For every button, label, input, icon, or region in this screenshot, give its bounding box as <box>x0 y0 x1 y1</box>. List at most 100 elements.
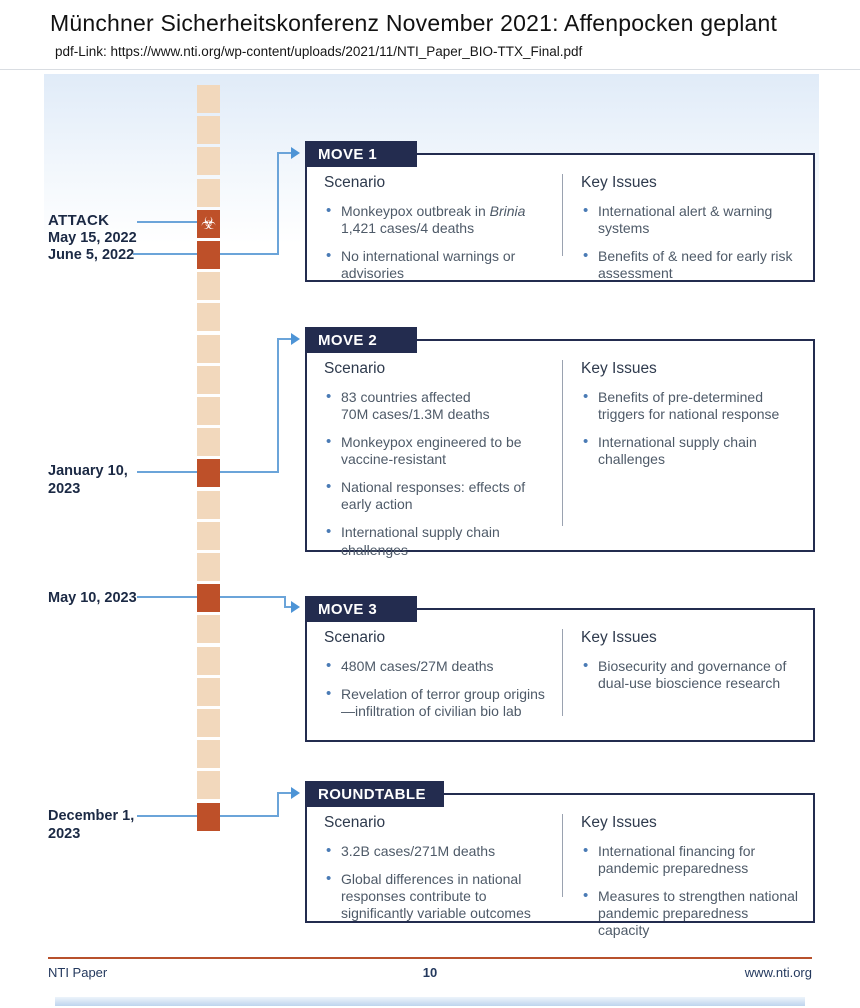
timeline-square <box>197 490 220 519</box>
bullet-item: Revelation of terror group origins—infil… <box>324 685 550 720</box>
connector-roundtable-h2 <box>277 792 292 794</box>
timeline-square <box>197 272 220 301</box>
connector-may10-left <box>137 596 197 598</box>
arrow-move2-icon <box>291 333 300 345</box>
pdf-link[interactable]: pdf-Link: https://www.nti.org/wp-content… <box>55 44 583 59</box>
timeline-square <box>197 615 220 644</box>
timeline-square-highlight <box>197 459 220 488</box>
timeline-square <box>197 740 220 769</box>
move-2-scenario-heading: Scenario <box>324 360 386 377</box>
timeline-square <box>197 178 220 207</box>
timeline-square <box>197 365 220 394</box>
roundtable-key-issues-list: International financing for pandemic pre… <box>581 842 801 939</box>
biohazard-icon: ☣ <box>200 214 217 234</box>
timeline-square-highlight <box>197 241 220 269</box>
timeline-square <box>197 334 220 363</box>
bottom-gradient-bar <box>55 997 805 1006</box>
move-2-box: MOVE 2 Scenario 83 countries affected70M… <box>305 327 815 558</box>
roundtable-scenario-list: 3.2B cases/271M deaths Global differences… <box>324 842 550 922</box>
connector-move2-h2 <box>277 338 292 340</box>
connector-roundtable-v <box>277 792 279 817</box>
footer-paper-name: NTI Paper <box>48 965 108 980</box>
timeline-square-highlight <box>197 802 220 831</box>
move-2-key-issues-heading: Key Issues <box>581 360 657 377</box>
connector-move1-v <box>277 152 279 255</box>
roundtable-box: ROUNDTABLE Scenario 3.2B cases/271M deat… <box>305 781 815 938</box>
footer-page-number: 10 <box>422 965 438 980</box>
column-divider <box>562 174 563 256</box>
move-3-scenario-list: 480M cases/27M deaths Revelation of terro… <box>324 657 550 720</box>
connector-move1-h1 <box>220 253 279 255</box>
arrow-move1-icon <box>291 147 300 159</box>
timeline-square <box>197 85 220 113</box>
attack-heading: ATTACK <box>48 211 110 229</box>
column-divider <box>562 814 563 897</box>
move-1-box: MOVE 1 Scenario Monkeypox outbreak in Br… <box>305 141 815 282</box>
arrow-roundtable-icon <box>291 787 300 799</box>
bullet-item: International supply chain challenges <box>581 433 801 468</box>
column-divider <box>562 360 563 526</box>
timeline-square-highlight <box>197 584 220 613</box>
bullet-item: International supply chain challenges <box>324 523 550 558</box>
timeline-square <box>197 771 220 800</box>
timeline-square <box>197 521 220 550</box>
footer-website[interactable]: www.nti.org <box>744 965 812 980</box>
move-2-tab: MOVE 2 <box>305 327 417 353</box>
move-1-tab: MOVE 1 <box>305 141 417 167</box>
attack-date: May 15, 2022 <box>48 230 137 247</box>
connector-move2-h1 <box>220 471 279 473</box>
header-divider <box>0 69 860 70</box>
bullet-item: International financing for pandemic pre… <box>581 842 801 877</box>
connector-move3-v <box>284 596 286 608</box>
connector-move3-h2 <box>284 606 292 608</box>
roundtable-tab: ROUNDTABLE <box>305 781 444 807</box>
connector-attack <box>137 221 197 223</box>
timeline-label-jan10: January 10, 2023 <box>48 463 128 497</box>
move-3-key-issues-heading: Key Issues <box>581 629 657 646</box>
timeline-column: ☣ <box>197 85 220 833</box>
move-1-key-issues-heading: Key Issues <box>581 174 657 191</box>
timeline-square-highlight: ☣ <box>197 209 220 238</box>
move-3-box: MOVE 3 Scenario 480M cases/27M deaths Rev… <box>305 596 815 742</box>
timeline-label-june5: June 5, 2022 <box>48 247 135 263</box>
timeline-label-attack: ATTACK May 15, 2022 <box>48 194 137 248</box>
timeline-square <box>197 553 220 581</box>
bullet-item: International alert & warning systems <box>581 202 801 237</box>
column-divider <box>562 629 563 716</box>
bullet-item: Measures to strengthen national pandemic… <box>581 887 801 939</box>
bullet-item: National responses: effects of early act… <box>324 478 550 513</box>
timeline-square <box>197 646 220 675</box>
timeline-square <box>197 303 220 332</box>
move-1-key-issues-list: International alert & warning systems Ben… <box>581 202 801 282</box>
bullet-item: 480M cases/27M deaths <box>324 657 550 675</box>
connector-jan10-left <box>137 471 197 473</box>
timeline-square <box>197 116 220 145</box>
connector-move1-h2 <box>277 152 292 154</box>
bullet-item: Benefits of pre-determined triggers for … <box>581 388 801 423</box>
timeline-label-may10: May 10, 2023 <box>48 590 137 606</box>
roundtable-key-issues-heading: Key Issues <box>581 814 657 831</box>
page-title: Münchner Sicherheitskonferenz November 2… <box>50 10 778 36</box>
connector-roundtable-h1 <box>220 815 279 817</box>
move-3-tab: MOVE 3 <box>305 596 417 622</box>
timeline-square <box>197 147 220 176</box>
bullet-item: Benefits of & need for early risk assess… <box>581 247 801 282</box>
bullet-item: Global differences in national responses… <box>324 870 550 922</box>
bullet-item: No international warnings or advisories <box>324 247 550 282</box>
move-2-key-issues-list: Benefits of pre-determined triggers for … <box>581 388 801 468</box>
roundtable-scenario-heading: Scenario <box>324 814 386 831</box>
timeline-square <box>197 677 220 706</box>
footer-rule <box>48 957 812 959</box>
timeline-square <box>197 709 220 737</box>
timeline-label-dec1: December 1, 2023 <box>48 808 135 842</box>
arrow-move3-icon <box>291 601 300 613</box>
bullet-item: Monkeypox engineered to be vaccine-resis… <box>324 433 550 468</box>
move-3-scenario-heading: Scenario <box>324 629 386 646</box>
move-1-scenario-heading: Scenario <box>324 174 386 191</box>
connector-june5-left <box>133 253 197 255</box>
bullet-item: 3.2B cases/271M deaths <box>324 842 550 860</box>
